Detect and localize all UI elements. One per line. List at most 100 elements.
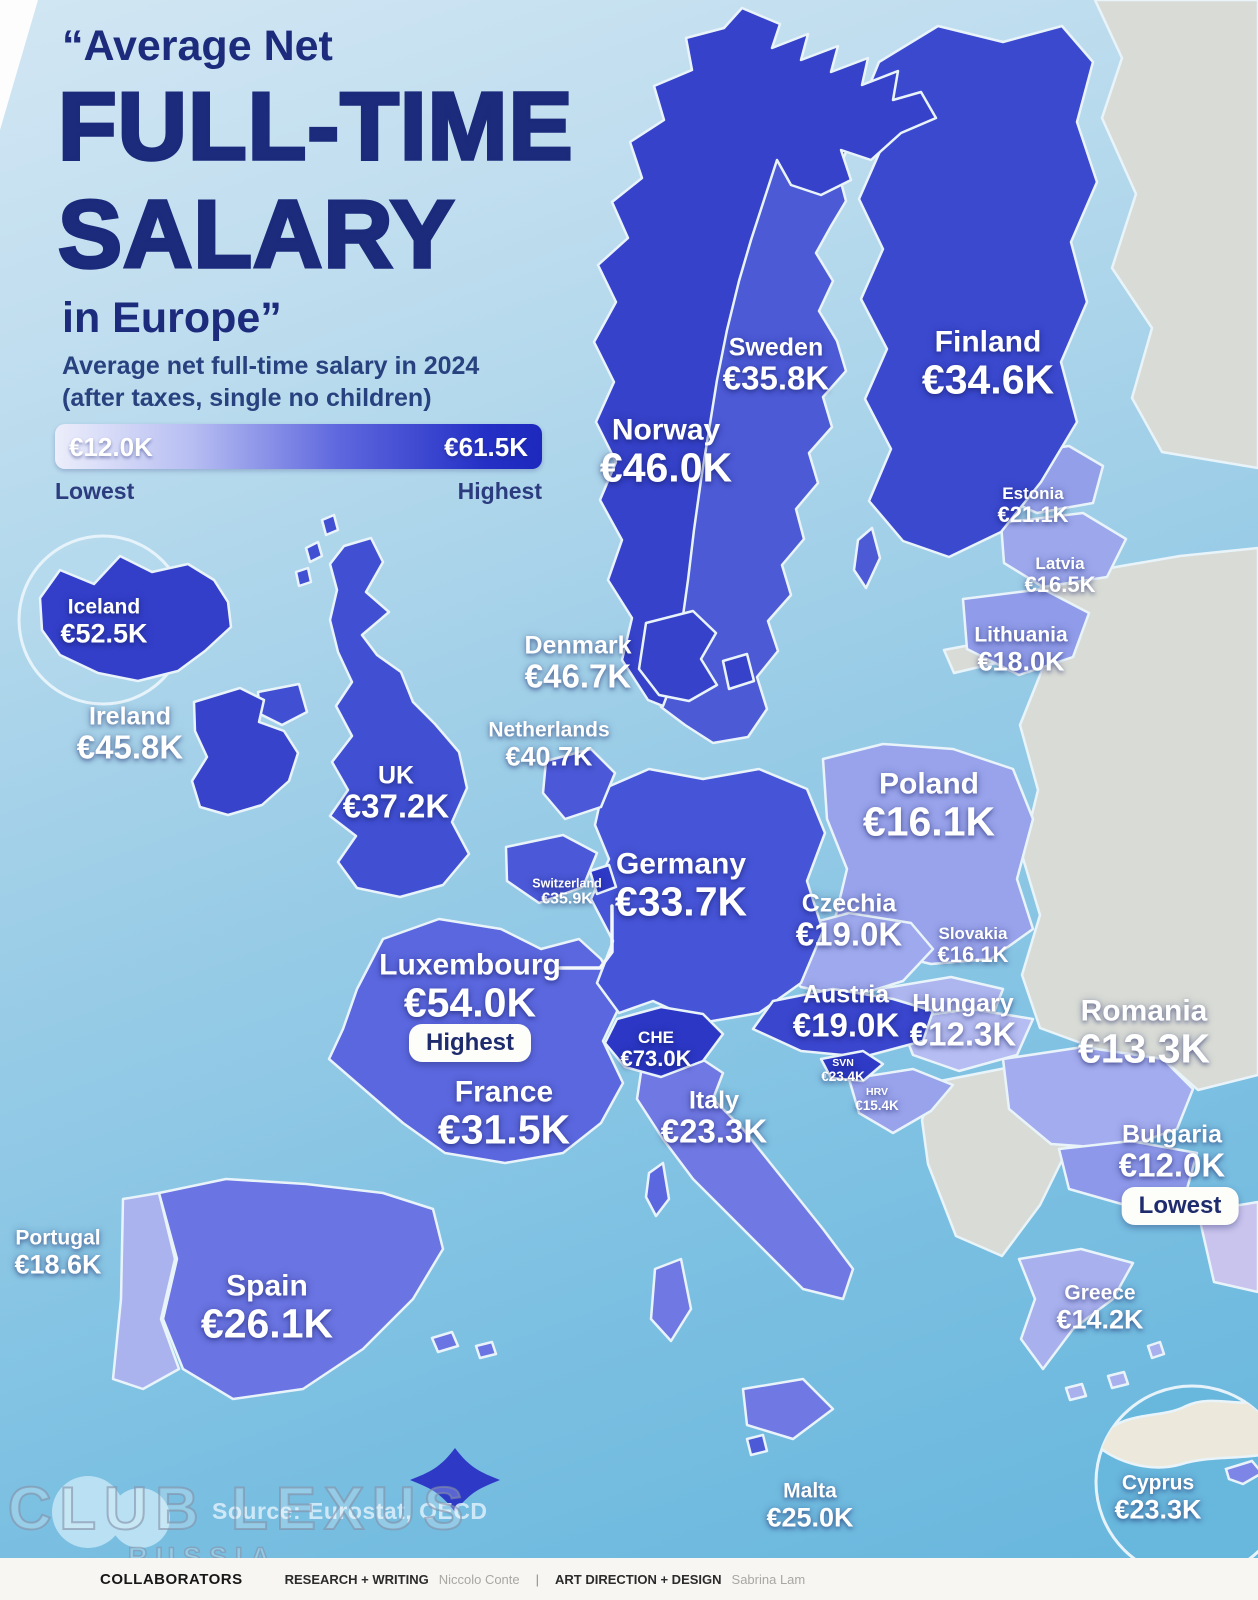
- country-label-romania: Romania €13.3K: [1077, 994, 1211, 1072]
- visualcapitalist-logo-mark: [52, 1476, 170, 1548]
- country-label-netherlands: Netherlands €40.7K: [488, 718, 610, 772]
- country-shape-switzerland: [603, 1005, 725, 1079]
- country-shape-iceland: [38, 554, 233, 683]
- legend-highest-label: Highest: [457, 478, 542, 504]
- country-shape-poland: [821, 742, 1035, 966]
- title-line-3: SALARY: [56, 179, 456, 290]
- country-label-slovenia: SVN €23.4K: [821, 1057, 865, 1084]
- scan-corner: [0, 0, 38, 130]
- country-shape-uk: [328, 536, 471, 899]
- country-label-greece: Greece €14.2K: [1056, 1281, 1144, 1335]
- research-writing-name: Niccolo Conte: [438, 1571, 520, 1587]
- subtitle-line-2: (after taxes, single no children): [62, 384, 432, 412]
- highest-badge: Highest: [408, 1024, 532, 1062]
- europe-map: [0, 0, 1258, 1558]
- country-label-slovakia: Slovakia €16.1K: [937, 924, 1009, 967]
- lowest-badge: Lowest: [1121, 1187, 1239, 1225]
- logo-diamond: [410, 1448, 500, 1512]
- country-shape-france-corsica: [644, 1161, 671, 1218]
- country-label-estonia: Estonia €21.1K: [997, 484, 1069, 527]
- legend-max-value: €61.5K: [444, 432, 528, 462]
- country-shape-croatia: [847, 1067, 955, 1135]
- country-label-malta: Malta €25.0K: [766, 1479, 854, 1533]
- country-shape-greece: [1017, 1247, 1135, 1371]
- country-label-france: France €31.5K: [437, 1075, 571, 1153]
- art-direction-name: Sabrina Lam: [731, 1571, 806, 1587]
- country-label-croatia: HRV €15.4K: [855, 1086, 899, 1113]
- country-label-sweden: Sweden €35.8K: [722, 333, 830, 397]
- country-shape-uk-islet1: [304, 540, 324, 564]
- country-shape-belgium: [504, 833, 599, 905]
- country-shape-malta: [745, 1433, 769, 1457]
- legend-lowest-label: Lowest: [55, 478, 135, 504]
- country-label-czechia: Czechia €19.0K: [795, 889, 903, 953]
- country-shape-cyprus: [1224, 1459, 1258, 1486]
- title-line-4: in Europe”: [62, 294, 282, 342]
- country-label-ireland: Ireland €45.8K: [76, 702, 184, 766]
- watermark-russia: RUSSIA: [127, 1541, 279, 1558]
- map-card: “Average Net FULL-TIME SALARY in Europe”…: [0, 0, 1258, 1558]
- collaborators-footer: COLLABORATORS RESEARCH + WRITING Niccolo…: [0, 1558, 1258, 1600]
- country-label-latvia: Latvia €16.5K: [1024, 554, 1096, 597]
- source-credit: Source: Eurostat, OECD: [212, 1498, 488, 1524]
- country-label-bulgaria: Bulgaria €12.0K: [1118, 1120, 1226, 1184]
- country-shape-netherlands: [541, 747, 617, 821]
- title-line-1: “Average Net: [62, 22, 333, 70]
- country-label-che: CHE €73.0K: [620, 1028, 692, 1071]
- subtitle-line-1: Average net full-time salary in 2024: [62, 352, 480, 380]
- country-label-austria: Austria €19.0K: [792, 980, 900, 1044]
- country-shape-romania: [1001, 1045, 1195, 1151]
- collaborators-heading: COLLABORATORS: [100, 1570, 243, 1588]
- country-shape-finland: [857, 24, 1099, 559]
- country-shape-northern-ireland: [256, 682, 309, 727]
- country-shape-uk-islet3: [320, 513, 340, 537]
- country-shape-greece-island1: [1064, 1382, 1088, 1402]
- country-shape-hungary: [897, 1007, 1035, 1073]
- watermark-club-lexus: CLUB LEXUS: [7, 1474, 472, 1543]
- title-line-2: FULL-TIME: [56, 71, 574, 182]
- country-label-denmark: Denmark €46.7K: [524, 631, 632, 695]
- country-label-hungary: Hungary €12.3K: [909, 989, 1017, 1053]
- country-label-italy: Italy €23.3K: [660, 1086, 768, 1150]
- country-label-uk: UK €37.2K: [342, 761, 450, 825]
- country-shape-lithuania: [961, 587, 1091, 677]
- country-shape-italy-sardinia: [649, 1257, 693, 1343]
- landmass-turkey-coast: [1096, 1393, 1258, 1469]
- country-label-lithuania: Lithuania €18.0K: [974, 623, 1068, 677]
- country-shape-uk-islet2: [294, 566, 313, 588]
- country-shape-italy: [635, 1051, 855, 1301]
- country-label-cyprus: Cyprus €23.3K: [1114, 1471, 1202, 1525]
- country-label-iceland: Iceland €52.5K: [60, 595, 148, 649]
- country-shape-austria: [751, 987, 935, 1059]
- art-direction-label: ART DIRECTION + DESIGN: [555, 1571, 722, 1587]
- country-shape-latvia: [999, 511, 1128, 589]
- landmass-east-europe: [1018, 546, 1258, 1092]
- country-shape-luxembourg: [588, 863, 618, 896]
- country-shape-ireland: [190, 686, 300, 817]
- country-shape-norway: [592, 6, 938, 708]
- country-label-spain: Spain €26.1K: [200, 1269, 334, 1347]
- landmass-russia: [1093, 0, 1258, 470]
- legend-gradient-bar: €12.0K €61.5K: [55, 424, 542, 469]
- country-shape-italy-sicily: [741, 1377, 835, 1441]
- country-label-poland: Poland €16.1K: [862, 767, 996, 845]
- legend-words: Lowest Highest: [55, 478, 542, 505]
- country-label-belgium-area: Switzerland €35.9K: [532, 876, 602, 908]
- country-label-luxembourg: Luxembourg €54.0K: [379, 948, 561, 1026]
- country-label-germany: Germany €33.7K: [614, 847, 748, 925]
- country-shape-greece-island2: [1106, 1370, 1130, 1390]
- country-shape-germany: [589, 767, 827, 1025]
- country-shape-spain: [157, 1177, 445, 1401]
- legend-min-value: €12.0K: [69, 432, 153, 462]
- country-label-portugal: Portugal €18.6K: [14, 1226, 102, 1280]
- footer-divider: |: [535, 1571, 540, 1587]
- luxembourg-pointer-line: [558, 904, 614, 970]
- country-label-finland: Finland €34.6K: [921, 325, 1055, 403]
- country-shape-denmark: [637, 609, 719, 703]
- country-shape-sweden-gotland: [852, 526, 882, 590]
- country-shape-spain-balearic2: [474, 1340, 498, 1360]
- country-shape-slovenia: [819, 1049, 885, 1083]
- country-shape-denmark-island: [721, 652, 756, 691]
- research-writing-label: RESEARCH + WRITING: [284, 1571, 429, 1587]
- country-label-norway: Norway €46.0K: [599, 413, 733, 491]
